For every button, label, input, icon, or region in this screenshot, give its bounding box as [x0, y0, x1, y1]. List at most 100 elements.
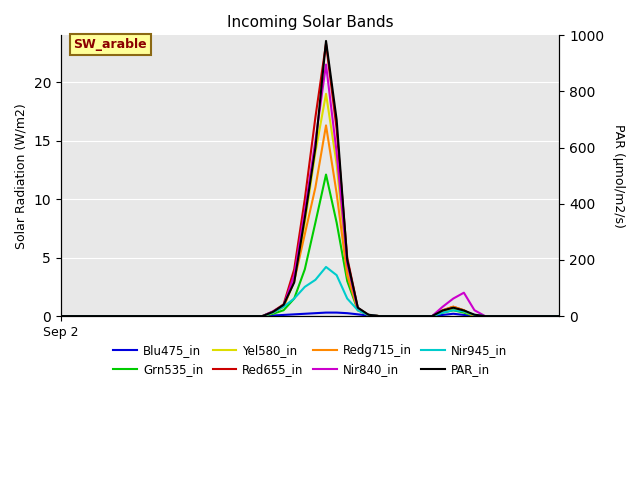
Blu475_in	[237, 313, 245, 319]
Nir945_in	[502, 313, 510, 319]
Grn535_in	[301, 266, 308, 272]
Blu475_in	[291, 312, 298, 317]
Yel580_in	[344, 266, 351, 272]
PAR_in	[78, 313, 86, 319]
Nir840_in	[110, 313, 118, 319]
Redg715_in	[312, 184, 319, 190]
Nir945_in	[312, 277, 319, 283]
Blu475_in	[259, 313, 266, 319]
Redg715_in	[237, 313, 245, 319]
Nir840_in	[291, 272, 298, 278]
Line: Nir840_in: Nir840_in	[61, 65, 559, 316]
Redg715_in	[556, 313, 563, 319]
Redg715_in	[545, 313, 552, 319]
Y-axis label: Solar Radiation (W/m2): Solar Radiation (W/m2)	[15, 103, 28, 249]
Red655_in	[173, 313, 181, 319]
Nir945_in	[248, 313, 255, 319]
Blu475_in	[280, 312, 287, 318]
Nir945_in	[89, 313, 97, 319]
Nir840_in	[142, 313, 150, 319]
Blu475_in	[110, 313, 118, 319]
Red655_in	[301, 196, 308, 202]
Redg715_in	[227, 313, 234, 319]
PAR_in	[121, 313, 129, 319]
Blu475_in	[365, 312, 372, 318]
Redg715_in	[89, 313, 97, 319]
Blu475_in	[184, 313, 192, 319]
Nir840_in	[99, 313, 107, 319]
PAR_in	[460, 308, 468, 313]
Grn535_in	[460, 310, 468, 315]
Red655_in	[312, 114, 319, 120]
Nir945_in	[418, 313, 426, 319]
Nir840_in	[216, 313, 224, 319]
Nir945_in	[301, 284, 308, 290]
Nir840_in	[301, 208, 308, 214]
Blu475_in	[407, 313, 415, 319]
Redg715_in	[513, 313, 521, 319]
Blu475_in	[396, 313, 404, 319]
Nir945_in	[163, 313, 171, 319]
Red655_in	[227, 313, 234, 319]
Nir945_in	[449, 307, 457, 313]
PAR_in	[131, 313, 139, 319]
PAR_in	[386, 313, 394, 319]
Nir840_in	[57, 313, 65, 319]
Yel580_in	[89, 313, 97, 319]
PAR_in	[344, 257, 351, 263]
PAR_in	[502, 313, 510, 319]
Nir840_in	[428, 313, 436, 319]
PAR_in	[237, 313, 245, 319]
Blu475_in	[481, 313, 489, 319]
Yel580_in	[386, 313, 394, 319]
Grn535_in	[237, 313, 245, 319]
Red655_in	[205, 313, 213, 319]
Nir840_in	[195, 313, 203, 319]
Nir840_in	[78, 313, 86, 319]
Red655_in	[524, 313, 531, 319]
Red655_in	[344, 255, 351, 261]
Text: SW_arable: SW_arable	[74, 38, 147, 51]
Nir840_in	[375, 313, 383, 319]
Nir840_in	[344, 261, 351, 266]
Yel580_in	[205, 313, 213, 319]
Nir945_in	[386, 313, 394, 319]
PAR_in	[205, 313, 213, 319]
PAR_in	[322, 38, 330, 44]
Nir840_in	[449, 296, 457, 301]
Redg715_in	[110, 313, 118, 319]
Nir840_in	[205, 313, 213, 319]
Yel580_in	[68, 313, 76, 319]
Yel580_in	[227, 313, 234, 319]
Nir840_in	[470, 307, 478, 313]
Redg715_in	[407, 313, 415, 319]
Yel580_in	[216, 313, 224, 319]
Grn535_in	[375, 313, 383, 319]
Blu475_in	[312, 310, 319, 316]
Nir945_in	[269, 310, 277, 315]
Grn535_in	[428, 313, 436, 319]
Redg715_in	[481, 313, 489, 319]
Yel580_in	[407, 313, 415, 319]
Yel580_in	[237, 313, 245, 319]
Nir840_in	[545, 313, 552, 319]
Blu475_in	[418, 313, 426, 319]
Red655_in	[502, 313, 510, 319]
Yel580_in	[524, 313, 531, 319]
Blu475_in	[78, 313, 86, 319]
Blu475_in	[99, 313, 107, 319]
Redg715_in	[121, 313, 129, 319]
Red655_in	[110, 313, 118, 319]
Redg715_in	[205, 313, 213, 319]
Yel580_in	[78, 313, 86, 319]
Nir840_in	[121, 313, 129, 319]
Line: Redg715_in: Redg715_in	[61, 125, 559, 316]
PAR_in	[470, 312, 478, 318]
Nir945_in	[322, 264, 330, 270]
Line: Blu475_in: Blu475_in	[61, 312, 559, 316]
Red655_in	[449, 304, 457, 310]
Red655_in	[259, 313, 266, 319]
Red655_in	[78, 313, 86, 319]
Blu475_in	[470, 313, 478, 319]
Yel580_in	[152, 313, 160, 319]
